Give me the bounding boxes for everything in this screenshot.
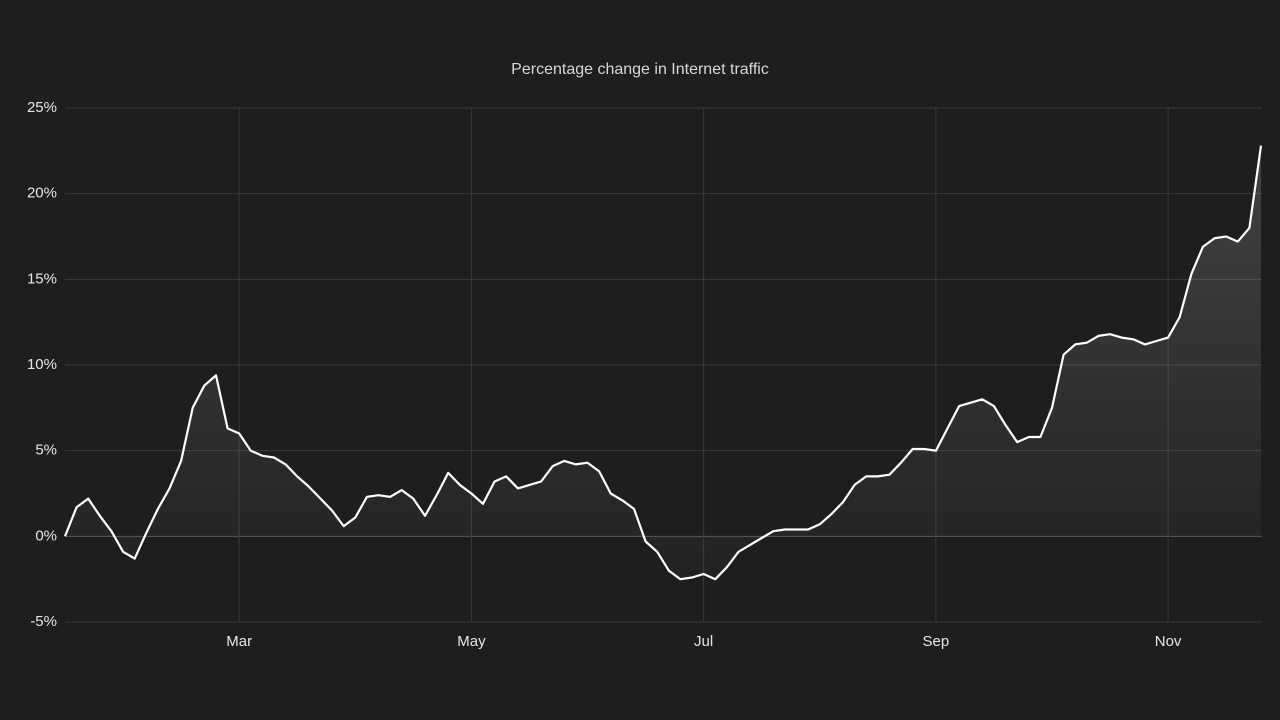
x-tick-label: Mar [226, 633, 252, 650]
y-tick-label: -5% [30, 613, 57, 630]
chart-title: Percentage change in Internet traffic [511, 61, 769, 78]
y-tick-label: 10% [27, 356, 57, 373]
area-fill [65, 145, 1261, 580]
y-tick-label: 0% [35, 527, 57, 544]
x-tick-label: Sep [923, 633, 950, 650]
y-tick-label: 20% [27, 185, 57, 202]
line [63, 145, 1263, 581]
y-tick-label: 15% [27, 270, 57, 287]
y-tick-label: 25% [27, 99, 57, 116]
y-tick-label: 5% [35, 442, 57, 459]
x-tick-label: Nov [1155, 633, 1182, 650]
x-tick-label: May [457, 633, 486, 650]
x-tick-label: Jul [694, 633, 713, 650]
